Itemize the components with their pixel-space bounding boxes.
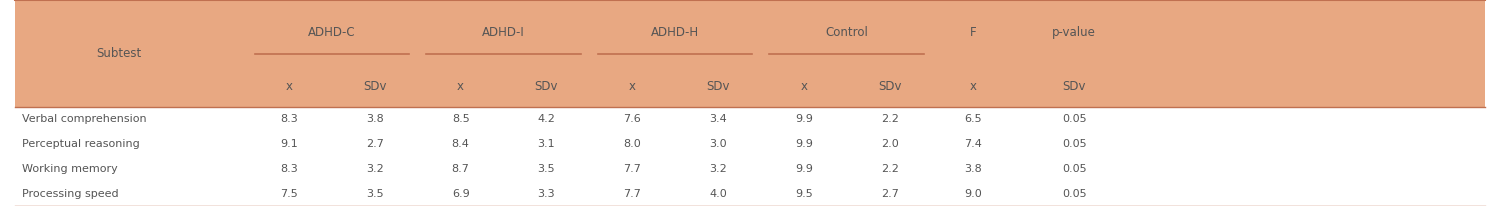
- Text: F: F: [970, 26, 977, 40]
- Bar: [15, 107, 1485, 132]
- Bar: [15, 157, 1485, 181]
- Text: 7.7: 7.7: [624, 189, 642, 199]
- Text: 0.05: 0.05: [1062, 164, 1086, 174]
- Text: ADHD-C: ADHD-C: [309, 26, 355, 40]
- Text: 2.2: 2.2: [880, 115, 898, 124]
- Text: 9.9: 9.9: [795, 164, 813, 174]
- Text: Subtest: Subtest: [97, 47, 142, 60]
- Text: x: x: [285, 80, 292, 93]
- Text: 4.2: 4.2: [537, 115, 555, 124]
- Text: 3.5: 3.5: [537, 164, 555, 174]
- Text: 3.8: 3.8: [366, 115, 383, 124]
- Text: Perceptual reasoning: Perceptual reasoning: [22, 139, 140, 149]
- Text: x: x: [628, 80, 636, 93]
- Text: SDv: SDv: [706, 80, 730, 93]
- Text: SDv: SDv: [534, 80, 558, 93]
- Text: 7.5: 7.5: [280, 189, 298, 199]
- Text: 3.3: 3.3: [537, 189, 555, 199]
- Text: Processing speed: Processing speed: [22, 189, 119, 199]
- Text: ADHD-I: ADHD-I: [482, 26, 525, 40]
- Text: 3.2: 3.2: [709, 164, 727, 174]
- Text: 0.05: 0.05: [1062, 189, 1086, 199]
- Text: 2.7: 2.7: [880, 189, 898, 199]
- Text: 3.8: 3.8: [965, 164, 982, 174]
- Text: x: x: [457, 80, 464, 93]
- Text: 7.6: 7.6: [624, 115, 642, 124]
- Text: Control: Control: [825, 26, 868, 40]
- Text: SDv: SDv: [363, 80, 386, 93]
- Text: 3.5: 3.5: [366, 189, 383, 199]
- Text: 9.1: 9.1: [280, 139, 298, 149]
- Text: 8.3: 8.3: [280, 115, 298, 124]
- Text: 8.3: 8.3: [280, 164, 298, 174]
- Text: Working memory: Working memory: [22, 164, 118, 174]
- Text: 0.05: 0.05: [1062, 139, 1086, 149]
- Text: p-value: p-value: [1052, 26, 1097, 40]
- Text: 3.1: 3.1: [537, 139, 555, 149]
- Text: 8.0: 8.0: [624, 139, 642, 149]
- Text: Verbal comprehension: Verbal comprehension: [22, 115, 148, 124]
- Text: 2.7: 2.7: [366, 139, 383, 149]
- Text: SDv: SDv: [877, 80, 901, 93]
- Text: 6.9: 6.9: [452, 189, 470, 199]
- Text: 8.7: 8.7: [452, 164, 470, 174]
- Text: x: x: [970, 80, 977, 93]
- Text: ADHD-H: ADHD-H: [651, 26, 700, 40]
- Text: 0.05: 0.05: [1062, 115, 1086, 124]
- Text: 7.7: 7.7: [624, 164, 642, 174]
- Bar: [15, 0, 1485, 107]
- Text: 3.2: 3.2: [366, 164, 383, 174]
- Text: 2.2: 2.2: [880, 164, 898, 174]
- Text: 9.9: 9.9: [795, 115, 813, 124]
- Text: 9.0: 9.0: [965, 189, 982, 199]
- Text: 3.4: 3.4: [709, 115, 727, 124]
- Text: 8.5: 8.5: [452, 115, 470, 124]
- Text: 7.4: 7.4: [965, 139, 982, 149]
- Text: 4.0: 4.0: [709, 189, 727, 199]
- Bar: [15, 132, 1485, 157]
- Text: 9.9: 9.9: [795, 139, 813, 149]
- Text: 8.4: 8.4: [452, 139, 470, 149]
- Text: 9.5: 9.5: [795, 189, 813, 199]
- Text: 6.5: 6.5: [965, 115, 982, 124]
- Bar: [15, 181, 1485, 206]
- Text: SDv: SDv: [1062, 80, 1086, 93]
- Text: 3.0: 3.0: [709, 139, 727, 149]
- Text: x: x: [800, 80, 807, 93]
- Text: 2.0: 2.0: [880, 139, 898, 149]
